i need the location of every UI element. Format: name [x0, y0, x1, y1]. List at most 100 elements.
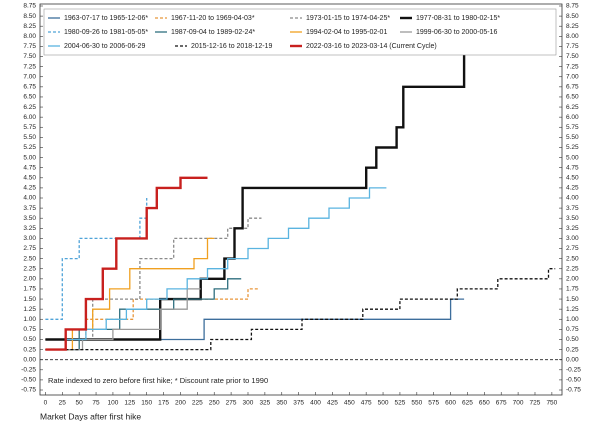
x-tick-label: 225 [192, 400, 203, 407]
y2-tick-label: 4.50 [566, 175, 579, 182]
y2-tick-label: 8.50 [566, 13, 579, 20]
y2-tick-label: 8.75 [566, 3, 579, 10]
series-line [45, 288, 259, 341]
series-line [45, 278, 242, 351]
y2-tick-label: 2.50 [566, 255, 579, 262]
legend-label: 2022-03-16 to 2023-03-14 (Current Cycle) [306, 43, 437, 50]
legend-label: 2015-12-16 to 2018-12-19 [191, 43, 272, 50]
x-tick-label: 175 [158, 400, 169, 407]
y-tick-label: 7.75 [23, 43, 36, 50]
y2-tick-label: 5.25 [566, 144, 579, 151]
y2-tick-label: 1.00 [566, 316, 579, 323]
y-tick-label: 8.25 [23, 23, 36, 30]
y2-tick-label: 5.75 [566, 124, 579, 131]
y-tick-label: 4.50 [23, 175, 36, 182]
y2-tick-label: 7.75 [566, 43, 579, 50]
x-tick-label: 500 [378, 400, 389, 407]
y-tick-label: 2.75 [23, 245, 36, 252]
x-tick-label: 50 [76, 400, 84, 407]
x-tick-label: 0 [44, 400, 48, 407]
y2-tick-label: 7.00 [566, 73, 579, 80]
y2-tick-label: 7.50 [566, 53, 579, 60]
y-tick-label: 4.25 [23, 185, 36, 192]
y2-tick-label: 0.25 [566, 346, 579, 353]
x-tick-label: 375 [293, 400, 304, 407]
plot-frame [39, 3, 563, 396]
y-tick-label: 8.75 [23, 3, 36, 10]
y-tick-label: 6.25 [23, 104, 36, 111]
x-tick-label: 350 [276, 400, 287, 407]
note: Rate indexed to zero before first hike; … [48, 376, 268, 385]
x-axis-label: Market Days after first hike [40, 411, 141, 421]
legend-label: 1963-07-17 to 1965-12-06* [64, 15, 148, 22]
x-tick-label: 725 [530, 400, 541, 407]
y2-tick-label: 1.25 [566, 306, 579, 313]
series-line [45, 176, 208, 351]
y2-tick-label: 4.75 [566, 164, 579, 171]
y2-tick-label: 3.00 [566, 235, 579, 242]
y-tick-label: 8.50 [23, 13, 36, 20]
y-tick-label: 6.50 [23, 94, 36, 101]
y2-tick-label: -0.50 [566, 377, 581, 384]
y2-tick-label: 6.00 [566, 114, 579, 121]
y2-tick-label: 3.25 [566, 225, 579, 232]
y2-tick-label: -0.25 [566, 367, 581, 374]
legend-label: 1977-08-31 to 1980-02-15* [416, 15, 500, 22]
x-tick-label: 250 [209, 400, 220, 407]
y-tick-label: 0.50 [23, 336, 36, 343]
x-tick-label: 275 [226, 400, 237, 407]
y2-tick-label: 8.00 [566, 33, 579, 40]
x-tick-label: 600 [445, 400, 456, 407]
x-tick-label: 325 [259, 400, 270, 407]
y2-tick-label: 6.75 [566, 84, 579, 91]
y2-tick-label: 1.75 [566, 286, 579, 293]
y-tick-label: 2.50 [23, 255, 36, 262]
y-tick-label: 5.25 [23, 144, 36, 151]
x-tick-label: 25 [59, 400, 67, 407]
y-tick-label: 7.25 [23, 63, 36, 70]
y-tick-label: 0.00 [23, 356, 36, 363]
y2-tick-label: 8.25 [566, 23, 579, 30]
x-tick-label: 475 [361, 400, 372, 407]
y2-tick-label: 1.50 [566, 296, 579, 303]
series-line [45, 288, 201, 351]
y2-tick-label: 7.25 [566, 63, 579, 70]
series-line [45, 198, 148, 320]
series-line [45, 217, 262, 341]
series-line [45, 187, 387, 351]
x-tick-label: 200 [175, 400, 186, 407]
y2-tick-label: 4.00 [566, 195, 579, 202]
y-tick-label: 1.25 [23, 306, 36, 313]
legend-label: 1967-11-20 to 1969-04-03* [171, 15, 255, 22]
y-tick-label: 5.00 [23, 154, 36, 161]
x-tick-label: 575 [428, 400, 439, 407]
x-tick-label: 675 [496, 400, 507, 407]
y-tick-label: 1.00 [23, 316, 36, 323]
y-tick-label: -0.50 [21, 377, 36, 384]
y-tick-label: 3.50 [23, 215, 36, 222]
x-tick-label: 100 [108, 400, 119, 407]
y-tick-label: 5.75 [23, 124, 36, 131]
y-tick-label: 3.00 [23, 235, 36, 242]
x-tick-label: 650 [479, 400, 490, 407]
y2-tick-label: 5.00 [566, 154, 579, 161]
y2-tick-label: 5.50 [566, 134, 579, 141]
x-tick-label: 450 [344, 400, 355, 407]
y-tick-label: 0.75 [23, 326, 36, 333]
legend-label: 1999-06-30 to 2000-05-16 [416, 29, 497, 36]
x-tick-label: 700 [513, 400, 524, 407]
y2-tick-label: 2.25 [566, 265, 579, 272]
y-tick-label: 2.00 [23, 276, 36, 283]
legend-label: 1987-09-04 to 1989-02-24* [171, 29, 255, 36]
y2-tick-label: -0.75 [566, 387, 581, 394]
y2-tick-label: 3.50 [566, 215, 579, 222]
y-tick-label: 1.50 [23, 296, 36, 303]
y2-tick-label: 3.75 [566, 205, 579, 212]
x-tick-label: 525 [395, 400, 406, 407]
x-tick-label: 625 [462, 400, 473, 407]
y2-tick-label: 2.75 [566, 245, 579, 252]
x-tick-label: 300 [243, 400, 254, 407]
y-tick-label: 6.75 [23, 84, 36, 91]
y-tick-label: 4.00 [23, 195, 36, 202]
y-tick-label: 4.75 [23, 164, 36, 171]
